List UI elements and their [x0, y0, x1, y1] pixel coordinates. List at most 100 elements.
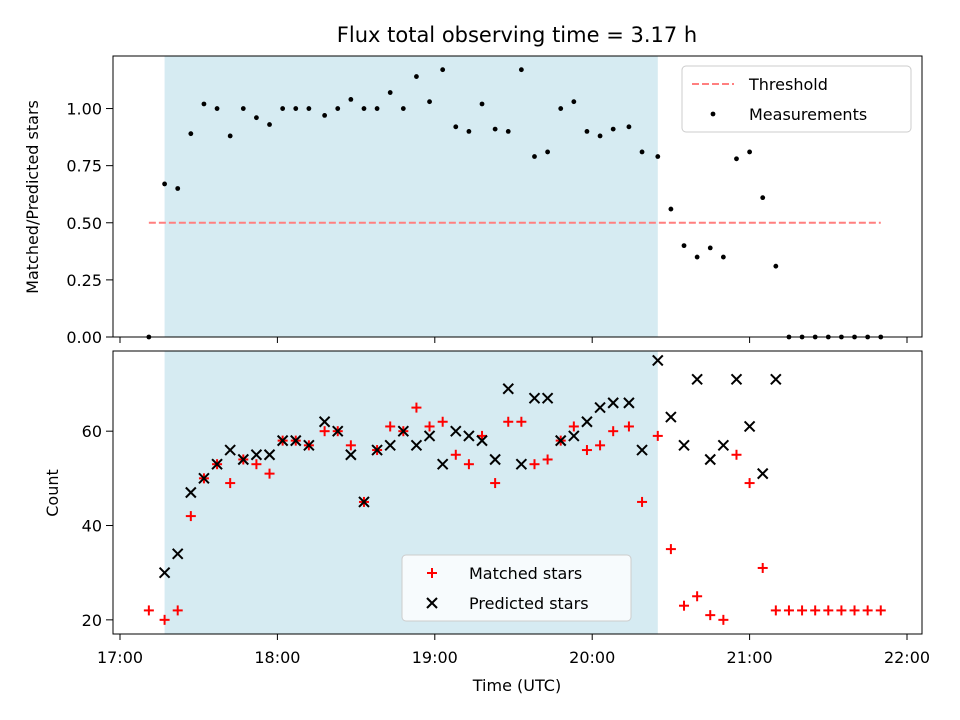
matched-star-point	[542, 454, 553, 465]
matched-star-point	[450, 449, 461, 460]
measurement-point	[760, 195, 766, 201]
measurement-point	[532, 154, 537, 159]
cross-b	[636, 444, 648, 456]
predicted-star-point	[678, 439, 690, 452]
measurement-point	[214, 106, 220, 111]
x-tick-label: 18:00	[254, 648, 300, 667]
predicted-star-point	[691, 373, 703, 386]
x-tick-label: 22:00	[884, 648, 930, 667]
measurement-point	[773, 263, 779, 269]
top-y-tick-label: 0.75	[66, 157, 102, 176]
bottom-axes: 20 40 60 17:00 18:00 19:00 20:00 21:00 22:00 Co…	[43, 350, 930, 695]
x-tick-label: 21:00	[727, 648, 773, 667]
predicted-star-point	[303, 439, 315, 452]
measurement-point	[453, 124, 459, 130]
cross-b	[250, 449, 263, 461]
cross-b	[436, 458, 449, 470]
matched-star-point	[490, 478, 501, 489]
cross-b	[515, 458, 528, 470]
bottom-legend-box	[401, 554, 632, 622]
predicted-star-point	[555, 434, 567, 447]
matched-star-point	[529, 459, 540, 470]
predicted-star-point	[623, 397, 635, 409]
predicted-star-point	[371, 444, 383, 456]
cross-b	[224, 444, 236, 456]
measurement-point	[694, 254, 700, 260]
matched-star-point	[608, 426, 619, 437]
predicted-star-point	[345, 449, 357, 461]
matched-star-point	[862, 605, 873, 616]
predicted-star-point	[730, 373, 743, 386]
predicted-star-point	[172, 548, 184, 560]
measurement-point	[466, 128, 472, 134]
predicted-star-point	[358, 496, 370, 508]
matched-star-point	[424, 421, 435, 432]
matched-star-point	[705, 610, 716, 621]
cross-b	[384, 439, 396, 452]
bottom-y-axis-label: Count	[43, 469, 62, 517]
matched-star-point	[797, 605, 808, 616]
measurement-point	[201, 101, 207, 107]
matched-star-point	[581, 445, 592, 456]
measurement-point	[374, 106, 380, 111]
predicted-star-point	[436, 458, 449, 470]
measurement-point	[306, 106, 312, 111]
measurement-point	[361, 106, 367, 111]
matched-star-point	[623, 421, 634, 432]
measurement-point	[734, 156, 739, 162]
cross-b	[410, 439, 423, 452]
measurement-point	[747, 149, 752, 155]
legend-plus-marker	[427, 568, 437, 578]
predicted-star-point	[185, 486, 197, 499]
cross-b	[704, 453, 716, 466]
matched-star-point	[692, 591, 703, 602]
bottom-axes-frame	[112, 350, 923, 635]
cross-b	[345, 449, 357, 461]
cross-b	[172, 548, 184, 560]
x-axis-label: Time (UTC)	[472, 676, 561, 695]
matched-star-point	[849, 605, 860, 616]
predicted-star-point	[423, 430, 436, 442]
predicted-star-point	[743, 420, 756, 433]
top-y-axis-label: Matched/Predicted stars	[23, 100, 42, 294]
measurement-point	[545, 149, 551, 155]
cross-b	[528, 392, 541, 404]
matched-star-point	[319, 426, 330, 437]
measurement-point	[280, 106, 286, 111]
legend-measurements-label: Measurements	[749, 105, 867, 124]
predicted-star-point	[384, 439, 396, 452]
measurement-point	[655, 154, 661, 159]
legend-threshold-label: Threshold	[748, 75, 828, 94]
matched-star-point	[385, 421, 396, 432]
measurement-point	[240, 106, 246, 111]
bottom-x-ticks: 17:00 18:00 19:00 20:00 21:00 22:00	[97, 634, 930, 667]
chart-title: Flux total observing time = 3.17 h	[337, 23, 697, 47]
measurement-point	[162, 181, 167, 187]
matched-star-point	[251, 459, 262, 470]
predicted-star-point	[757, 467, 769, 480]
matched-star-point	[757, 562, 768, 573]
matched-star-point	[718, 614, 729, 625]
predicted-star-point	[541, 392, 554, 404]
matched-star-point	[637, 496, 648, 507]
legend-matched-label: Matched stars	[469, 564, 582, 583]
top-axes: 0.00 0.25 0.50 0.75 1.00 Matched/Predicted s…	[23, 55, 923, 347]
legend-predicted-swatch	[426, 597, 438, 609]
predicted-star-point	[770, 373, 782, 386]
top-legend-box	[681, 65, 912, 133]
predicted-star-point	[502, 383, 514, 395]
cross-b	[263, 449, 276, 461]
predicted-star-point	[318, 416, 331, 428]
cross-b	[158, 566, 171, 579]
cross-b	[652, 354, 664, 367]
measurement-point	[387, 90, 393, 95]
measurement-points	[146, 67, 884, 340]
predicted-star-point	[276, 434, 289, 447]
matched-star-point	[264, 468, 275, 479]
predicted-star-point	[607, 397, 619, 409]
predicted-star-point	[568, 430, 580, 442]
top-y-tick-label: 0.00	[66, 328, 102, 347]
x-tick-label: 17:00	[97, 648, 143, 667]
matched-star-point	[823, 605, 834, 616]
